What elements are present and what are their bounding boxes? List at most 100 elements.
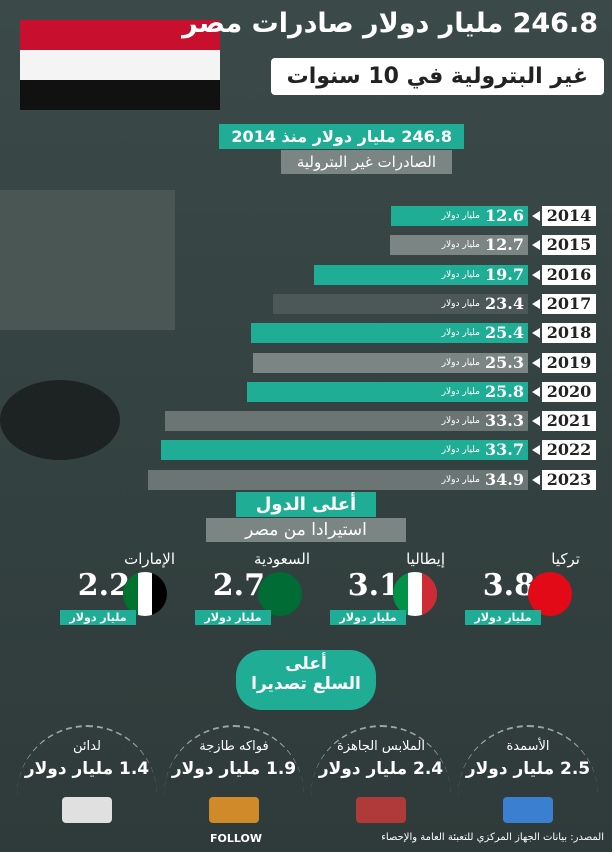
- year-label: 2015: [542, 235, 596, 256]
- value-label: 19.7: [485, 264, 524, 284]
- bar: 19.7 مليار دولار: [313, 264, 528, 285]
- year-label: 2021: [542, 411, 596, 432]
- goods: الأسمدة 2.5 مليار دولار الملابس الجاهزة 2.4…: [0, 725, 612, 825]
- unit-label: مليار دولار: [441, 445, 480, 456]
- flag-stripe: [123, 572, 138, 616]
- bar: 12.6 مليار دولار: [390, 206, 528, 226]
- bar: 23.4 مليار دولار: [273, 293, 528, 314]
- unit-label: مليار دولار: [441, 269, 480, 280]
- year-label: 2016: [542, 264, 596, 285]
- pointer: [532, 416, 540, 427]
- goods-value: 1.9 مليار دولار: [171, 759, 297, 779]
- unit-label: مليار دولار: [441, 298, 480, 309]
- goods-arc: [164, 725, 304, 797]
- countries-title: أعلى الدول: [236, 492, 376, 517]
- subtitle: غير البترولية في 10 سنوات: [270, 58, 604, 95]
- flag-stripe: [152, 572, 167, 616]
- flag: [393, 572, 437, 616]
- year-label: 2020: [542, 381, 596, 402]
- ship: [0, 190, 175, 330]
- goods-value: 2.4 مليار دولار: [318, 759, 444, 779]
- value-label: 23.4: [485, 293, 524, 313]
- goods-name: الأسمدة: [506, 739, 550, 754]
- decoration: [0, 20, 220, 460]
- pointer: [532, 328, 540, 339]
- country-value: 2.7: [212, 568, 265, 603]
- container: [20, 80, 220, 110]
- unit-label: مليار دولار: [441, 328, 480, 339]
- value-label: 34.9: [485, 469, 524, 489]
- year-label: 2023: [542, 469, 596, 490]
- pointer: [532, 386, 540, 397]
- pointer: [532, 240, 540, 251]
- goods-value: 2.5 مليار دولار: [465, 759, 591, 779]
- goods-arc: [17, 725, 157, 797]
- pointer: [532, 357, 540, 368]
- barrels: [0, 380, 120, 460]
- bar-chart: 2014 12.6 مليار دولار 2015 12.7 مليار دولار 20…: [0, 200, 612, 490]
- bar: 33.7 مليار دولار: [161, 440, 528, 461]
- country-name: الإمارات: [124, 550, 175, 568]
- title: 246.8 مليار دولار صادرات مصر: [182, 8, 598, 39]
- total-label: الصادرات غير البترولية: [280, 150, 452, 174]
- bar: 12.7 مليار دولار: [389, 235, 528, 256]
- goods-name: الملابس الجاهزة: [337, 739, 425, 754]
- countries-subtitle: استيرادا من مصر: [206, 518, 406, 542]
- country-name: تركيا: [551, 550, 580, 568]
- country-name: السعودية: [253, 550, 310, 568]
- unit-label: مليار دولار: [441, 416, 480, 427]
- bar: 25.4 مليار دولار: [251, 323, 528, 344]
- flag-stripe: [393, 572, 408, 616]
- goods-image: [356, 797, 406, 823]
- goods-value: 1.4 مليار دولار: [24, 759, 150, 779]
- flag: [258, 572, 302, 616]
- pointer: [532, 445, 540, 456]
- year-label: 2019: [542, 352, 596, 373]
- container: [20, 50, 220, 80]
- value-label: 33.3: [485, 411, 524, 431]
- value-label: 33.7: [485, 440, 524, 460]
- year-label: 2017: [542, 293, 596, 314]
- source: المصدر: بيانات الجهاز المركزي للتعبئة ال…: [381, 832, 604, 843]
- unit-label: مليار دولار: [441, 386, 480, 397]
- pointer: [532, 474, 540, 485]
- country-value: 3.8: [482, 568, 535, 603]
- year-label: 2018: [542, 323, 596, 344]
- year-label: 2014: [542, 206, 596, 226]
- value-label: 12.7: [485, 235, 524, 255]
- goods-subtitle: السلع تصديرا: [251, 674, 361, 694]
- value-label: 12.6: [485, 206, 524, 225]
- flag: [528, 572, 572, 616]
- countries: تركيا 3.8 مليار دولار إيطاليا 3.1 مليار دولار…: [0, 550, 612, 630]
- country-value: 3.1: [347, 568, 400, 603]
- unit-tag: مليار دولار: [60, 610, 136, 625]
- value-label: 25.8: [485, 381, 524, 401]
- unit-label: مليار دولار: [441, 357, 480, 368]
- year-label: 2022: [542, 440, 596, 461]
- bar: 25.8 مليار دولار: [247, 381, 528, 402]
- flag-stripe: [137, 572, 153, 616]
- unit-tag: مليار دولار: [195, 610, 271, 625]
- unit-label: مليار دولار: [441, 474, 480, 485]
- flag-stripe: [422, 572, 437, 616]
- unit-label: مليار دولار: [441, 211, 480, 221]
- bar: 25.3 مليار دولار: [252, 352, 528, 373]
- goods-name: فواكه طازجة: [199, 739, 269, 754]
- country-name: إيطاليا: [406, 550, 445, 568]
- flag: [123, 572, 167, 616]
- pointer: [532, 211, 540, 221]
- flag-stripe: [407, 572, 423, 616]
- country-value: 2.2: [77, 568, 130, 603]
- goods-image: [209, 797, 259, 823]
- goods-arc: [458, 725, 598, 797]
- pointer: [532, 269, 540, 280]
- logo: FOLLOW: [210, 832, 262, 845]
- total: 246.8 مليار دولار منذ 2014: [219, 124, 464, 149]
- goods-box: أعلى السلع تصديرا: [236, 650, 376, 710]
- value-label: 25.3: [485, 352, 524, 372]
- goods-title: أعلى: [285, 654, 327, 674]
- bar: 34.9 مليار دولار: [148, 469, 528, 490]
- bar: 33.3 مليار دولار: [165, 411, 528, 432]
- unit-tag: مليار دولار: [465, 610, 541, 625]
